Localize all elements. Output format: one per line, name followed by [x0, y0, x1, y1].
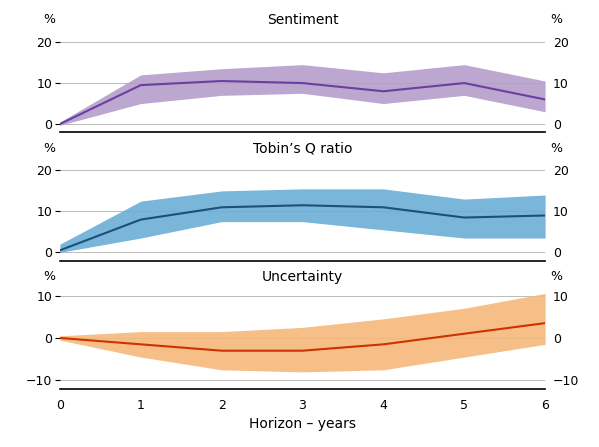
- Text: Uncertainty: Uncertainty: [262, 270, 343, 284]
- Text: %: %: [550, 142, 562, 155]
- Text: Tobin’s Q ratio: Tobin’s Q ratio: [253, 142, 352, 156]
- Text: %: %: [43, 142, 55, 155]
- Text: %: %: [43, 270, 55, 283]
- Text: %: %: [550, 270, 562, 283]
- X-axis label: Horizon – years: Horizon – years: [249, 417, 356, 431]
- Text: Sentiment: Sentiment: [267, 13, 338, 27]
- Text: %: %: [550, 13, 562, 26]
- Text: %: %: [43, 13, 55, 26]
